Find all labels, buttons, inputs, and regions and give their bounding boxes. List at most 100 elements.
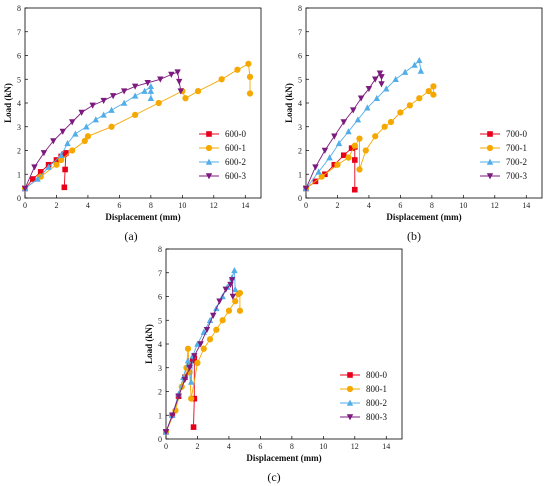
- data-point: [89, 102, 96, 109]
- data-point: [190, 424, 197, 430]
- data-point: [227, 281, 234, 289]
- data-point: [236, 289, 244, 297]
- data-point: [321, 147, 329, 154]
- data-point: [200, 345, 207, 352]
- data-point: [147, 94, 155, 102]
- y-tick-label: 6: [298, 52, 302, 61]
- data-point: [169, 412, 176, 419]
- panel-label: (a): [124, 229, 137, 243]
- data-point: [222, 286, 229, 293]
- y-tick-label: 0: [298, 194, 302, 203]
- legend-marker: [487, 131, 493, 137]
- data-point: [335, 139, 343, 147]
- data-point: [372, 76, 379, 83]
- y-tick-label: 0: [17, 194, 21, 203]
- x-tick-label: 0: [23, 201, 27, 210]
- data-point: [392, 75, 399, 83]
- data-point: [312, 164, 319, 171]
- x-axis-label: Displacement (mm): [386, 212, 461, 222]
- legend-marker: [346, 385, 354, 393]
- data-point: [100, 111, 107, 118]
- data-point: [83, 123, 90, 130]
- y-tick-label: 5: [158, 316, 162, 325]
- data-point: [376, 70, 384, 77]
- data-point: [57, 151, 65, 159]
- data-point: [132, 111, 139, 118]
- x-tick-label: 14: [241, 201, 249, 210]
- panel-label: (b): [407, 229, 421, 243]
- y-tick-label: 4: [17, 99, 21, 108]
- data-point: [372, 133, 379, 140]
- legend-label: 700-0: [506, 129, 527, 139]
- data-point: [206, 316, 214, 324]
- legend-marker: [347, 372, 353, 378]
- legend-label: 600-1: [225, 143, 246, 153]
- x-tick-label: 8: [430, 201, 434, 210]
- data-point: [236, 307, 244, 314]
- y-tick-label: 0: [158, 435, 162, 444]
- legend: 700-0 700-1 700-2 700-3: [480, 129, 527, 181]
- y-tick-label: 7: [158, 269, 162, 278]
- x-tick-label: 4: [367, 201, 371, 210]
- y-tick-label: 4: [298, 99, 302, 108]
- data-point: [21, 185, 29, 192]
- data-point: [108, 123, 115, 130]
- data-point: [187, 378, 195, 385]
- x-tick-label: 6: [258, 442, 262, 451]
- y-axis-label: Load (kN): [144, 324, 154, 364]
- data-point: [191, 395, 198, 402]
- data-point: [182, 95, 189, 102]
- x-tick-label: 0: [304, 201, 308, 210]
- data-point: [218, 76, 225, 83]
- data-point: [108, 106, 115, 113]
- x-tick-label: 2: [195, 442, 199, 451]
- x-tick-label: 8: [149, 201, 153, 210]
- y-tick-label: 8: [158, 245, 162, 254]
- data-point: [345, 128, 352, 135]
- series-700-1: [302, 83, 437, 192]
- legend-label: 800-2: [366, 398, 387, 408]
- data-point: [162, 429, 170, 436]
- data-point: [354, 116, 362, 123]
- series-line: [305, 59, 422, 189]
- data-point: [350, 107, 357, 114]
- data-point: [210, 312, 217, 319]
- x-tick-label: 4: [227, 442, 231, 451]
- data-point: [175, 393, 182, 400]
- x-tick-label: 8: [290, 442, 294, 451]
- data-point: [356, 166, 363, 173]
- data-point: [315, 168, 322, 175]
- data-point: [378, 81, 385, 88]
- data-point: [246, 73, 254, 80]
- data-point: [120, 88, 128, 95]
- data-point: [181, 376, 189, 384]
- data-point: [81, 137, 88, 145]
- x-axis-label: Displacement (mm): [246, 453, 321, 463]
- data-point: [245, 60, 252, 67]
- data-point: [232, 285, 239, 293]
- data-point: [109, 93, 117, 100]
- data-point: [362, 147, 369, 154]
- data-point: [147, 82, 155, 90]
- series-600-2: [21, 82, 155, 192]
- data-point: [340, 119, 347, 126]
- series-700-2: [302, 56, 425, 192]
- data-point: [84, 133, 92, 140]
- x-tick-label: 6: [398, 201, 402, 210]
- data-point: [168, 71, 175, 78]
- legend-label: 600-0: [225, 129, 246, 139]
- data-point: [357, 95, 365, 102]
- data-point: [30, 176, 36, 182]
- legend-marker: [205, 158, 213, 165]
- data-point: [373, 94, 380, 102]
- data-point: [340, 152, 347, 159]
- data-point: [92, 116, 99, 123]
- y-axis-label: Load (kN): [284, 83, 294, 123]
- data-point: [416, 56, 423, 64]
- data-point: [229, 293, 237, 300]
- data-point: [147, 87, 155, 94]
- x-tick-label: 0: [164, 442, 168, 451]
